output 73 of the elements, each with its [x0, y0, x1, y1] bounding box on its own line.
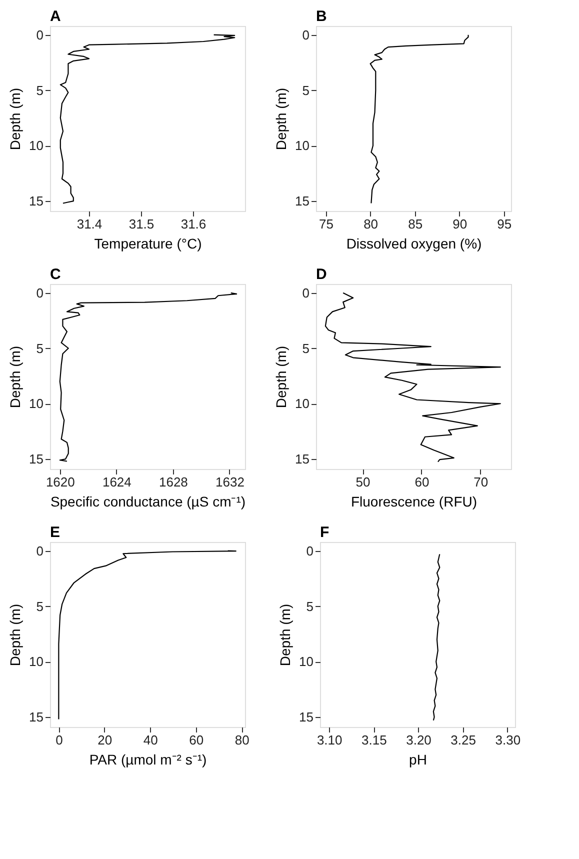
x-tick-label: 95: [497, 216, 512, 232]
x-tick-label: 40: [143, 732, 158, 748]
x-tick-label: 1628: [158, 474, 188, 490]
y-tick-label: 10: [29, 138, 44, 154]
x-tick-label: 3.20: [406, 732, 432, 748]
chart-title: B: [316, 8, 327, 25]
line-series: [324, 292, 501, 462]
y-tick-label: 0: [36, 543, 44, 558]
x-tick-label: 31.5: [128, 216, 154, 232]
y-tick-label: 10: [299, 654, 314, 670]
y-tick-label: 10: [295, 396, 310, 412]
x-tick-label: 50: [356, 474, 370, 490]
x-tick-label: 0: [56, 732, 63, 748]
x-tick-label: 3.25: [450, 732, 476, 748]
y-tick-label: 0: [302, 27, 310, 42]
x-tick-label: 80: [364, 216, 378, 232]
y-tick-label: 0: [306, 543, 314, 558]
x-axis-title: Temperature (°C): [94, 236, 202, 252]
x-tick-label: 1624: [102, 474, 132, 490]
x-tick-label: 70: [474, 474, 488, 490]
y-tick-label: 10: [29, 654, 44, 670]
x-tick-label: 31.4: [76, 216, 102, 232]
y-tick-label: 15: [29, 710, 44, 725]
x-tick-label: 3.30: [495, 732, 521, 748]
y-axis-title: Depth (m): [277, 604, 294, 666]
line-series: [60, 34, 236, 204]
y-tick-label: 15: [299, 710, 314, 725]
y-axis-title: Depth (m): [273, 346, 290, 408]
x-tick-label: 60: [189, 732, 204, 748]
y-tick-label: 5: [36, 340, 44, 356]
x-axis-title: Specific conductance (µS cm⁻¹): [50, 494, 246, 510]
x-tick-label: 80: [234, 732, 250, 748]
y-tick-label: 5: [306, 598, 314, 614]
x-tick-label: 85: [408, 216, 423, 232]
x-axis-title: PAR (µmol m⁻² s⁻¹): [89, 752, 207, 768]
chart-title: A: [50, 8, 61, 25]
y-tick-label: 0: [36, 285, 44, 300]
line-series: [59, 292, 238, 462]
chart-title: E: [50, 524, 60, 541]
x-tick-label: 75: [319, 216, 334, 232]
y-axis-title: Depth (m): [7, 88, 24, 150]
y-tick-label: 0: [302, 285, 310, 300]
y-tick-label: 15: [295, 194, 310, 209]
y-tick-label: 5: [36, 82, 44, 98]
y-tick-label: 15: [29, 194, 44, 209]
x-axis-title: Dissolved oxygen (%): [346, 236, 482, 252]
y-axis-title: Depth (m): [273, 88, 290, 150]
x-axis-title: Fluorescence (RFU): [350, 494, 478, 510]
y-axis-title: Depth (m): [7, 604, 24, 666]
x-tick-label: 1620: [46, 474, 75, 490]
line-series: [432, 554, 440, 721]
line-series: [370, 34, 469, 204]
y-tick-label: 5: [36, 598, 44, 614]
y-tick-label: 10: [295, 138, 310, 154]
y-tick-label: 15: [295, 452, 310, 467]
y-axis-title: Depth (m): [7, 346, 24, 408]
chart-title: C: [50, 266, 61, 283]
x-axis-title: pH: [409, 752, 427, 768]
y-tick-label: 10: [29, 396, 44, 412]
y-tick-label: 0: [36, 27, 44, 42]
y-tick-label: 5: [302, 340, 310, 356]
x-tick-label: 3.10: [316, 732, 342, 748]
x-tick-label: 60: [414, 474, 430, 490]
x-tick-label: 3.15: [362, 732, 387, 748]
chart-title: F: [320, 524, 330, 541]
line-series: [58, 550, 236, 720]
x-tick-label: 20: [98, 732, 112, 748]
x-tick-label: 1632: [215, 474, 244, 490]
y-tick-label: 15: [29, 452, 44, 467]
y-tick-label: 5: [302, 82, 310, 98]
chart-title: D: [316, 266, 327, 283]
x-tick-label: 31.6: [180, 216, 206, 232]
x-tick-label: 90: [452, 216, 468, 232]
